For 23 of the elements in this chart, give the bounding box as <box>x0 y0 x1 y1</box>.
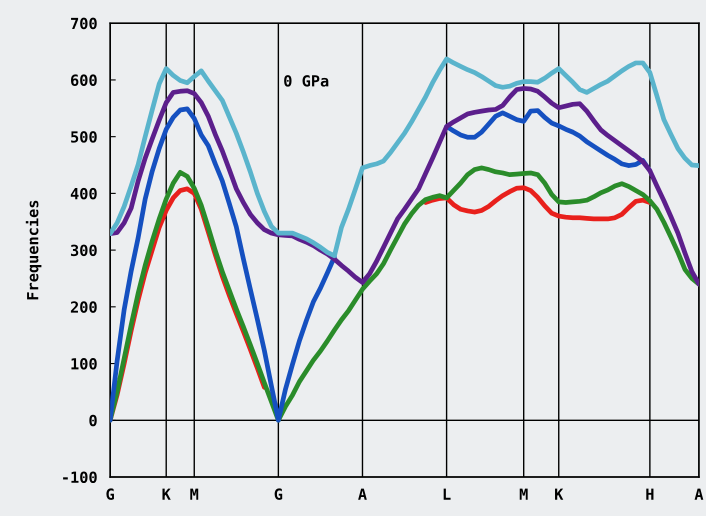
y-tick-label: 500 <box>71 131 97 143</box>
x-tick-label: M <box>190 488 198 500</box>
annotation: 0 GPa <box>284 75 328 87</box>
y-tick-label: 400 <box>70 188 97 200</box>
y-tick-label: 100 <box>71 358 97 370</box>
x-tick-label: M <box>520 488 528 500</box>
y-tick-label: 300 <box>70 244 97 256</box>
x-tick-label: K <box>555 488 564 500</box>
x-tick-label: K <box>162 488 171 500</box>
y-tick-label: -100 <box>63 471 97 484</box>
y-tick-label: 700 <box>71 18 97 30</box>
y-tick-label: 0 <box>89 414 97 426</box>
y-axis-title: Frequencies <box>26 200 42 300</box>
x-tick-label: G <box>106 488 114 500</box>
line-series <box>110 56 699 258</box>
x-tick-label: H <box>646 488 654 500</box>
y-tick-label: 600 <box>71 74 97 86</box>
line-series <box>110 86 699 286</box>
x-tick-label: A <box>358 488 367 500</box>
y-tick-label: 200 <box>70 301 97 313</box>
x-tick-label: A <box>694 488 704 500</box>
x-tick-label: G <box>274 488 282 500</box>
x-tick-label: L <box>444 488 451 500</box>
